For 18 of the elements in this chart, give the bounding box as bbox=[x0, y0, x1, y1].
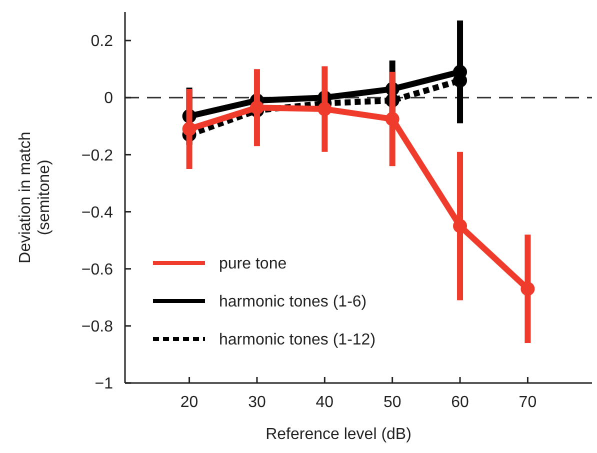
x-tick-label: 20 bbox=[180, 394, 198, 411]
y-tick-label: −0.6 bbox=[81, 261, 114, 278]
y-tick-label: −0.4 bbox=[81, 204, 114, 222]
x-tick-label: 40 bbox=[316, 394, 334, 411]
legend-label: harmonic tones (1-12) bbox=[219, 332, 376, 349]
x-tick-label: 30 bbox=[248, 394, 266, 411]
legend-label: pure tone bbox=[219, 256, 287, 273]
y-tick-label: −0.2 bbox=[81, 147, 114, 164]
y-tick-label: −0.8 bbox=[81, 318, 114, 336]
y-tick-label: −1 bbox=[94, 376, 114, 393]
y-tick-label: 0.2 bbox=[90, 33, 114, 50]
x-tick-label: 50 bbox=[383, 394, 402, 411]
x-tick-label: 60 bbox=[451, 394, 470, 411]
x-axis-title: Reference level (dB) bbox=[266, 426, 412, 443]
y-axis-title: Deviation in match (semitone) bbox=[17, 132, 54, 264]
y-tick-label: 0 bbox=[104, 90, 114, 108]
x-tick-label: 70 bbox=[518, 394, 537, 411]
legend-label: harmonic tones (1-6) bbox=[219, 294, 367, 311]
